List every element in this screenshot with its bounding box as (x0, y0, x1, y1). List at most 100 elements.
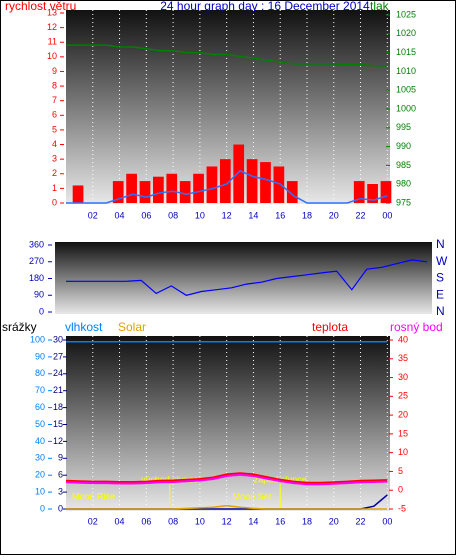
x-tick-label: 02 (88, 516, 98, 526)
y-tick-label: 12 (53, 436, 63, 446)
series-line (65, 472, 388, 484)
x-tick-label: 20 (329, 516, 339, 526)
y-tick-label: 360 (29, 239, 44, 249)
label: Solar (118, 320, 146, 334)
annotation: Moon Rise (72, 491, 115, 501)
y-tick-label: 270 (29, 256, 44, 266)
x-tick-label: 14 (248, 210, 258, 220)
y-tick-label: 10 (35, 486, 45, 496)
label: vlhkost (65, 320, 103, 334)
y-tick-label: 24 (53, 368, 63, 378)
direction-label: E (436, 287, 444, 301)
y-tick-label: 5 (398, 466, 403, 476)
series-line (65, 473, 388, 486)
y-tick-label: 10 (47, 51, 57, 61)
bar (260, 162, 271, 203)
label: srážky (2, 320, 37, 334)
y-tick-label: 4 (52, 139, 57, 149)
y-tick-label: 1000 (396, 103, 416, 113)
direction-label: N (436, 237, 445, 251)
y-tick-label: 1020 (396, 28, 416, 38)
y-tick-label: 35 (398, 353, 408, 363)
direction-label: W (436, 254, 448, 268)
x-tick-label: 22 (356, 210, 366, 220)
y-tick-label: 40 (398, 334, 408, 344)
x-tick-label: 04 (115, 210, 125, 220)
y-tick-label: 1005 (396, 85, 416, 95)
y-tick-label: 6 (52, 110, 57, 120)
x-tick-label: 00 (382, 516, 392, 526)
y-tick-label: 60 (35, 402, 45, 412)
x-tick-label: 04 (115, 516, 125, 526)
label: teplota (312, 320, 348, 334)
panel-direction (55, 242, 432, 314)
y-tick-label: 10 (398, 447, 408, 457)
x-tick-label: 06 (141, 210, 151, 220)
y-tick-label: 975 (396, 197, 411, 207)
y-tick-label: 30 (35, 453, 45, 463)
x-tick-label: 14 (248, 516, 258, 526)
y-tick-label: 1025 (396, 9, 416, 19)
y-tick-label: 70 (35, 385, 45, 395)
bar (72, 185, 84, 203)
bar (126, 173, 137, 203)
y-tick-label: 20 (398, 409, 408, 419)
y-tick-label: 980 (396, 179, 411, 189)
series-line (66, 259, 428, 296)
bar (179, 181, 191, 203)
y-tick-label: 12 (47, 22, 57, 32)
annotation: východ slunce (141, 474, 198, 484)
bar (246, 159, 258, 203)
y-tick-label: 0 (58, 503, 63, 513)
title: 24 hour graph day : 16 December 2014 (160, 0, 370, 13)
bar (233, 144, 245, 203)
y-tick-label: 9 (58, 453, 63, 463)
y2-label: tlak (370, 0, 390, 13)
series-line (66, 169, 388, 204)
x-tick-label: 16 (275, 210, 285, 220)
direction-label: S (436, 271, 444, 285)
y-tick-label: 80 (35, 368, 45, 378)
y-tick-label: 30 (398, 372, 408, 382)
y-tick-label: 995 (396, 122, 411, 132)
x-tick-label: 22 (356, 516, 366, 526)
y-tick-label: 18 (53, 402, 63, 412)
x-tick-label: 18 (302, 210, 312, 220)
y-tick-label: 90 (35, 351, 45, 361)
y-tick-label: 5 (52, 124, 57, 134)
y-tick-label: 50 (35, 419, 45, 429)
y-tick-label: 985 (396, 160, 411, 170)
y-tick-label: 1 (52, 183, 57, 193)
x-tick-label: 16 (275, 516, 285, 526)
annotation: Moon Set (233, 491, 272, 501)
x-tick-label: 02 (88, 210, 98, 220)
bar (367, 184, 378, 203)
bar (139, 181, 151, 203)
y-tick-label: -5 (398, 503, 406, 513)
y-tick-label: 100 (30, 334, 45, 344)
y-tick-label: 13 (47, 7, 57, 17)
y-tick-label: 2 (52, 168, 57, 178)
y-tick-label: 15 (398, 428, 408, 438)
y-tick-label: 20 (35, 470, 45, 480)
y-tick-label: 11 (48, 37, 57, 47)
bar (193, 173, 204, 203)
y-tick-label: 3 (52, 154, 57, 164)
bar (273, 166, 285, 203)
bar (153, 176, 164, 203)
bar (286, 181, 298, 203)
y-tick-label: 90 (34, 290, 44, 300)
y-tick-label: 21 (53, 385, 63, 395)
x-tick-label: 06 (141, 516, 151, 526)
x-tick-label: 10 (195, 516, 205, 526)
bar (353, 181, 365, 203)
bar (166, 173, 178, 203)
y-tick-label: 0 (398, 485, 403, 495)
x-tick-label: 12 (222, 210, 232, 220)
x-tick-label: 18 (302, 516, 312, 526)
series-line (66, 44, 388, 67)
y-tick-label: 27 (53, 351, 63, 361)
x-tick-label: 00 (382, 210, 392, 220)
y-tick-label: 40 (35, 436, 45, 446)
y-tick-label: 8 (52, 80, 57, 90)
